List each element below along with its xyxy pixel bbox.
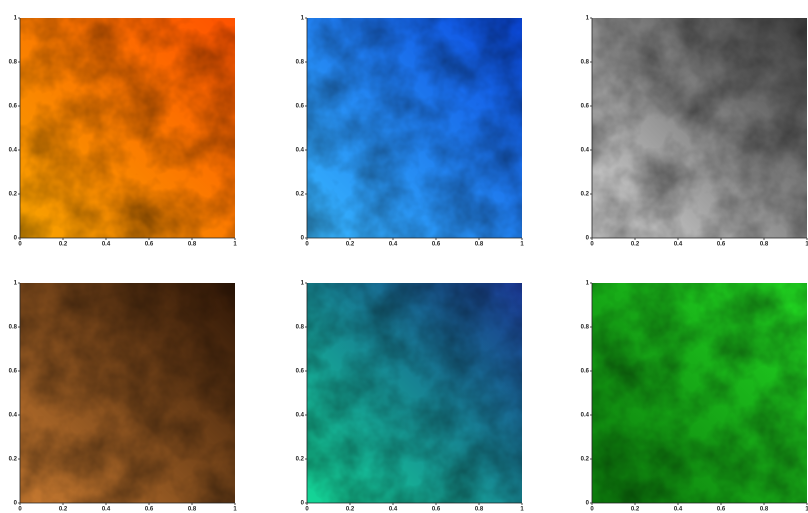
y-tick-label: 0 (586, 501, 590, 507)
x-tick-label: 0.6 (432, 242, 441, 248)
x-tick-label: 0.8 (475, 507, 484, 513)
y-tick-label: 0.8 (296, 60, 305, 66)
y-tick-label: 0.8 (581, 60, 590, 66)
x-tick-label: 0.2 (346, 507, 355, 513)
y-tick-label: 1 (301, 16, 305, 22)
x-tick-label: 1 (233, 507, 237, 513)
y-tick-label: 1 (14, 281, 18, 287)
x-tick-label: 0.4 (102, 507, 111, 513)
y-tick-label: 0.6 (9, 369, 18, 375)
y-tick-label: 0.2 (9, 457, 18, 463)
y-tick-label: 1 (586, 281, 590, 287)
x-tick-label: 0.4 (102, 242, 111, 248)
x-tick-label: 0.6 (717, 242, 726, 248)
y-tick-label: 0.6 (296, 369, 305, 375)
y-tick-label: 0.8 (9, 325, 18, 331)
y-tick-label: 0 (14, 236, 18, 242)
y-tick-label: 0.4 (296, 148, 305, 154)
x-tick-label: 0.8 (475, 242, 484, 248)
x-tick-label: 0 (590, 507, 594, 513)
y-tick-label: 0.4 (9, 148, 18, 154)
y-tick-label: 1 (14, 16, 18, 22)
y-tick-label: 0 (301, 501, 305, 507)
x-tick-label: 0.8 (188, 507, 197, 513)
y-tick-label: 0.4 (581, 413, 590, 419)
y-tick-label: 0.2 (581, 192, 590, 198)
y-tick-label: 0.6 (581, 104, 590, 110)
y-tick-label: 0.6 (9, 104, 18, 110)
y-tick-label: 0.2 (296, 457, 305, 463)
y-tick-label: 0.6 (581, 369, 590, 375)
x-tick-label: 0 (305, 242, 309, 248)
x-tick-label: 1 (520, 242, 524, 248)
x-tick-label: 0.2 (631, 507, 640, 513)
x-tick-label: 0.8 (188, 242, 197, 248)
x-tick-label: 0.2 (346, 242, 355, 248)
x-tick-label: 0.8 (760, 242, 769, 248)
x-tick-label: 1 (233, 242, 237, 248)
x-tick-label: 0 (18, 242, 22, 248)
y-tick-label: 0.6 (296, 104, 305, 110)
x-tick-label: 0.2 (59, 242, 68, 248)
y-tick-label: 0.2 (296, 192, 305, 198)
y-tick-label: 1 (301, 281, 305, 287)
x-tick-label: 0 (590, 242, 594, 248)
chart-grid: 0 0.2 0.4 0.6 0.8 1 0 0.2 0.4 0.6 0.8 1 0 0.2 0.4 0.6 0.… (0, 0, 808, 513)
y-tick-label: 0 (586, 236, 590, 242)
x-tick-label: 0.6 (145, 242, 154, 248)
x-tick-label: 0 (18, 507, 22, 513)
y-tick-label: 0.2 (581, 457, 590, 463)
y-tick-label: 0 (301, 236, 305, 242)
x-tick-label: 0.4 (674, 507, 683, 513)
x-tick-label: 0.4 (389, 242, 398, 248)
x-tick-label: 0.6 (432, 507, 441, 513)
y-tick-label: 0.4 (581, 148, 590, 154)
y-tick-label: 0.8 (581, 325, 590, 331)
x-tick-label: 0 (305, 507, 309, 513)
x-tick-label: 0.4 (389, 507, 398, 513)
x-tick-label: 0.6 (145, 507, 154, 513)
x-tick-label: 0.8 (760, 507, 769, 513)
texture (20, 18, 235, 238)
texture (20, 283, 235, 503)
y-tick-label: 0.8 (9, 60, 18, 66)
x-tick-label: 1 (520, 507, 524, 513)
texture (592, 283, 807, 503)
y-tick-label: 0 (14, 501, 18, 507)
y-tick-label: 1 (586, 16, 590, 22)
x-tick-label: 0.2 (59, 507, 68, 513)
y-tick-label: 0.4 (9, 413, 18, 419)
texture (592, 18, 807, 238)
x-tick-label: 0.6 (717, 507, 726, 513)
texture (307, 283, 522, 503)
x-tick-label: 0.4 (674, 242, 683, 248)
y-tick-label: 0.8 (296, 325, 305, 331)
y-tick-label: 0.4 (296, 413, 305, 419)
y-tick-label: 0.2 (9, 192, 18, 198)
texture (307, 18, 522, 238)
x-tick-label: 0.2 (631, 242, 640, 248)
